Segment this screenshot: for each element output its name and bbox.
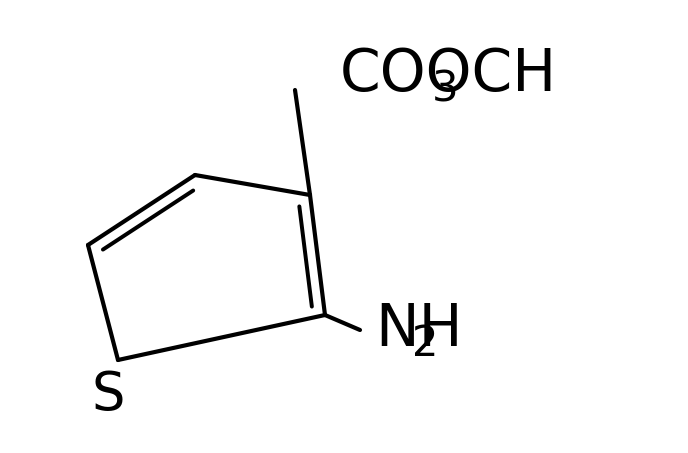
Text: 2: 2	[412, 323, 438, 365]
Text: NH: NH	[375, 302, 462, 358]
Text: COOCH: COOCH	[340, 47, 557, 103]
Text: 3: 3	[431, 68, 458, 110]
Text: S: S	[92, 369, 125, 421]
